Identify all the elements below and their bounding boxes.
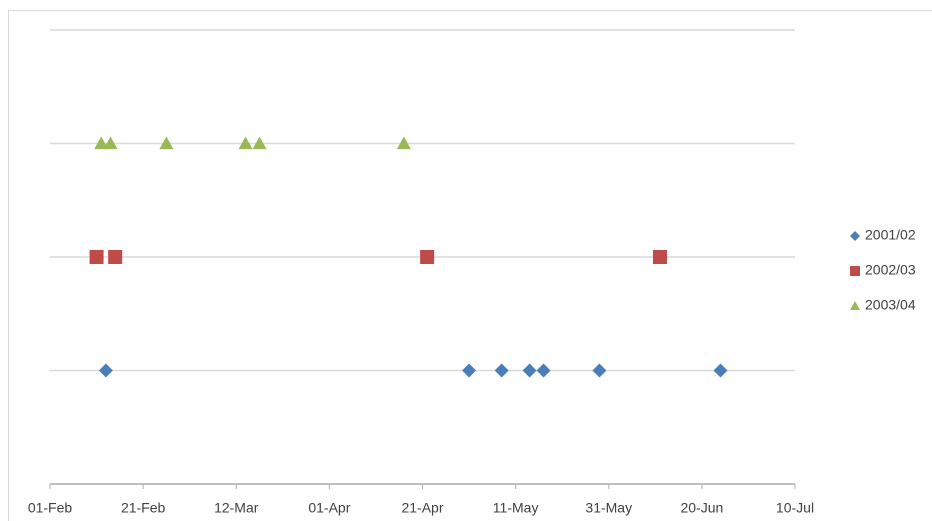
legend-label: 2003/04 (865, 297, 916, 313)
legend-marker (850, 231, 860, 241)
data-point (536, 363, 551, 378)
x-tick-label: 31-May (585, 500, 632, 516)
data-point (252, 136, 267, 150)
legend-label: 2001/02 (865, 227, 916, 243)
x-tick-label: 01-Feb (28, 500, 73, 516)
x-tick-label: 20-Jun (680, 500, 723, 516)
data-point (420, 250, 435, 264)
legend-marker (850, 266, 860, 276)
data-point (94, 136, 109, 150)
data-point (522, 363, 537, 378)
legend-marker (850, 301, 860, 310)
data-point (494, 363, 509, 378)
x-tick-label: 12-Mar (214, 500, 259, 516)
data-point (713, 363, 728, 378)
data-point (108, 250, 123, 264)
x-tick-label: 10-Jul (776, 500, 814, 516)
data-point (396, 136, 411, 150)
chart-frame (8, 10, 932, 521)
data-point (159, 136, 174, 150)
data-point (652, 250, 667, 264)
x-tick-label: 21-Feb (121, 500, 166, 516)
x-tick-label: 21-Apr (401, 500, 443, 516)
data-point (238, 136, 253, 150)
data-point (592, 363, 607, 378)
data-point (89, 250, 104, 264)
data-point (103, 136, 118, 150)
legend-label: 2002/03 (865, 262, 916, 278)
x-tick-label: 01-Apr (308, 500, 350, 516)
x-tick-label: 11-May (493, 500, 539, 516)
data-point (462, 363, 477, 378)
data-point (98, 363, 113, 378)
